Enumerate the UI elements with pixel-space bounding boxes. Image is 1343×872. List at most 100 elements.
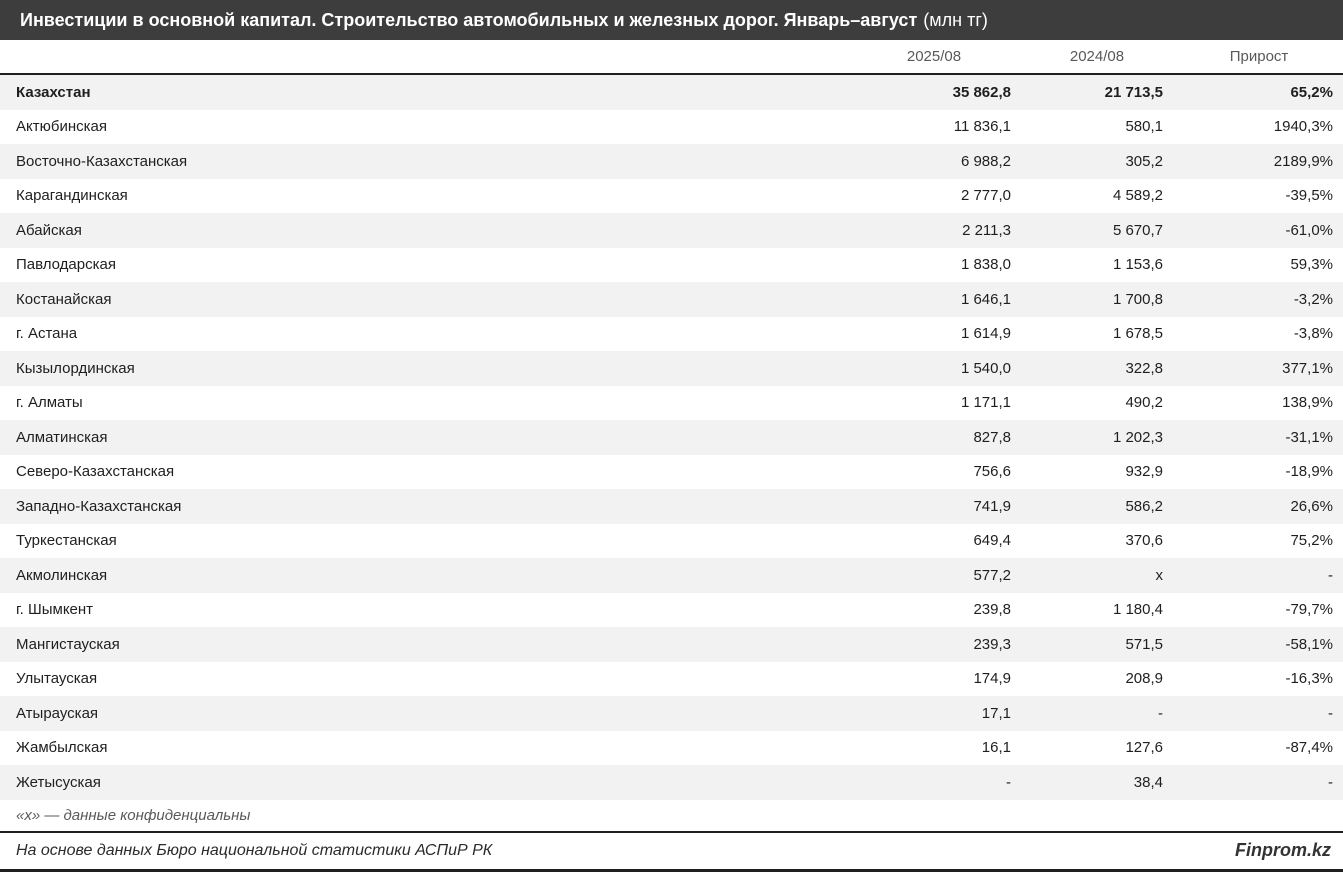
value-2024-08: 1 202,3 (1112, 428, 1163, 446)
page-title: Инвестиции в основной капитал. Строитель… (20, 9, 918, 30)
region-name: Актюбинская (16, 118, 107, 136)
value-growth: 59,3% (1290, 256, 1333, 274)
title-bar: Инвестиции в основной капитал. Строитель… (0, 0, 1343, 40)
region-name: Павлодарская (16, 256, 116, 274)
value-2025-08: 1 171,1 (960, 394, 1011, 412)
region-name: Западно-Казахстанская (16, 497, 182, 515)
value-growth: -3,8% (1293, 325, 1333, 343)
value-growth: - (1328, 704, 1333, 722)
value-growth: -18,9% (1285, 463, 1333, 481)
region-name: Кызылординская (16, 359, 135, 377)
value-2024-08: 208,9 (1125, 670, 1163, 688)
value-2025-08: 756,6 (973, 463, 1011, 481)
table-row: Костанайская 1 646,1 1 700,8 -3,2% (0, 282, 1343, 317)
value-growth: -58,1% (1285, 635, 1333, 653)
value-2024-08: 305,2 (1125, 152, 1163, 170)
region-name: Абайская (16, 221, 82, 239)
region-name: г. Алматы (16, 394, 83, 412)
value-2024-08: 21 713,5 (1104, 83, 1163, 101)
table-row: Северо-Казахстанская 756,6 932,9 -18,9% (0, 455, 1343, 490)
value-growth: 377,1% (1282, 359, 1333, 377)
value-growth: 26,6% (1290, 497, 1333, 515)
value-2025-08: 11 836,1 (953, 118, 1011, 136)
value-2024-08: 571,5 (1125, 635, 1163, 653)
region-name: Акмолинская (16, 566, 108, 584)
region-name: Казахстан (16, 83, 91, 101)
region-name: Мангистауская (16, 635, 120, 653)
value-2024-08: 1 678,5 (1112, 325, 1163, 343)
region-name: Атырауская (16, 704, 99, 722)
table-row: г. Алматы 1 171,1 490,2 138,9% (0, 386, 1343, 421)
footnote: «х» — данные конфиденциальны (0, 800, 1343, 833)
table-row: Актюбинская 11 836,1 580,1 1940,3% (0, 110, 1343, 145)
table-row: Павлодарская 1 838,0 1 153,6 59,3% (0, 248, 1343, 283)
table-row: Атырауская 17,1 - - (0, 696, 1343, 731)
value-2024-08: 127,6 (1125, 739, 1163, 757)
source-text: На основе данных Бюро национальной стати… (16, 841, 493, 859)
value-2024-08: - (1158, 704, 1163, 722)
page-title-unit: (млн тг) (923, 9, 988, 30)
table-row: г. Шымкент 239,8 1 180,4 -79,7% (0, 593, 1343, 628)
value-2024-08: 4 589,2 (1112, 187, 1163, 205)
column-header-2024-08: 2024/08 (1069, 48, 1125, 65)
region-name: г. Шымкент (16, 601, 94, 619)
value-growth: -16,3% (1285, 670, 1333, 688)
value-2025-08: 239,8 (973, 601, 1011, 619)
value-growth: - (1328, 773, 1333, 791)
column-header-growth: Прирост (1229, 48, 1289, 65)
region-name: Северо-Казахстанская (16, 463, 175, 481)
value-2024-08: 5 670,7 (1112, 221, 1163, 239)
region-name: Жамбылская (16, 739, 108, 757)
value-2025-08: 6 988,2 (960, 152, 1011, 170)
value-growth: -79,7% (1285, 601, 1333, 619)
value-2025-08: 741,9 (973, 497, 1011, 515)
table-row: Туркестанская 649,4 370,6 75,2% (0, 524, 1343, 559)
region-name: Алматинская (16, 428, 108, 446)
region-name: Жетысуская (16, 773, 101, 791)
value-growth: 75,2% (1290, 532, 1333, 550)
value-2025-08: 1 838,0 (960, 256, 1011, 274)
value-growth: 1940,3% (1273, 118, 1333, 136)
table-row: Западно-Казахстанская 741,9 586,2 26,6% (0, 489, 1343, 524)
column-header-row: 2025/08 2024/08 Прирост (0, 40, 1343, 75)
value-2024-08: 932,9 (1125, 463, 1163, 481)
table-body: Казахстан 35 862,8 21 713,5 65,2% Актюби… (0, 75, 1343, 800)
value-2025-08: 577,2 (973, 566, 1011, 584)
region-name: Костанайская (16, 290, 112, 308)
value-2025-08: 16,1 (981, 739, 1011, 757)
value-growth: -87,4% (1285, 739, 1333, 757)
value-2025-08: 239,3 (973, 635, 1011, 653)
brand-logo: Finprom.kz (1234, 840, 1331, 860)
table-row: Карагандинская 2 777,0 4 589,2 -39,5% (0, 179, 1343, 214)
value-growth: -3,2% (1293, 290, 1333, 308)
table-row: Кызылординская 1 540,0 322,8 377,1% (0, 351, 1343, 386)
region-name: Восточно-Казахстанская (16, 152, 188, 170)
value-growth: 65,2% (1290, 83, 1333, 101)
value-2025-08: 174,9 (973, 670, 1011, 688)
table-row: Абайская 2 211,3 5 670,7 -61,0% (0, 213, 1343, 248)
value-2025-08: 2 211,3 (962, 221, 1011, 239)
column-header-2025-08: 2025/08 (906, 48, 962, 65)
value-2024-08: 322,8 (1125, 359, 1163, 377)
value-2024-08: х (1155, 566, 1164, 584)
value-2025-08: 2 777,0 (960, 187, 1011, 205)
value-2024-08: 370,6 (1125, 532, 1163, 550)
region-name: Карагандинская (16, 187, 128, 205)
value-2025-08: 1 614,9 (960, 325, 1011, 343)
value-2025-08: 649,4 (973, 532, 1011, 550)
value-growth: 2189,9% (1273, 152, 1333, 170)
value-2025-08: - (1006, 773, 1011, 791)
value-2024-08: 586,2 (1125, 497, 1163, 515)
value-2025-08: 35 862,8 (952, 83, 1011, 101)
source-bar: На основе данных Бюро национальной стати… (0, 833, 1343, 872)
value-2025-08: 1 540,0 (960, 359, 1011, 377)
value-2025-08: 17,1 (981, 704, 1011, 722)
value-growth: -31,1% (1285, 428, 1333, 446)
value-2025-08: 1 646,1 (960, 290, 1011, 308)
value-2024-08: 1 700,8 (1112, 290, 1163, 308)
table-row: Жамбылская 16,1 127,6 -87,4% (0, 731, 1343, 766)
value-2024-08: 490,2 (1125, 394, 1163, 412)
table-row: Акмолинская 577,2 х - (0, 558, 1343, 593)
region-name: г. Астана (16, 325, 78, 343)
